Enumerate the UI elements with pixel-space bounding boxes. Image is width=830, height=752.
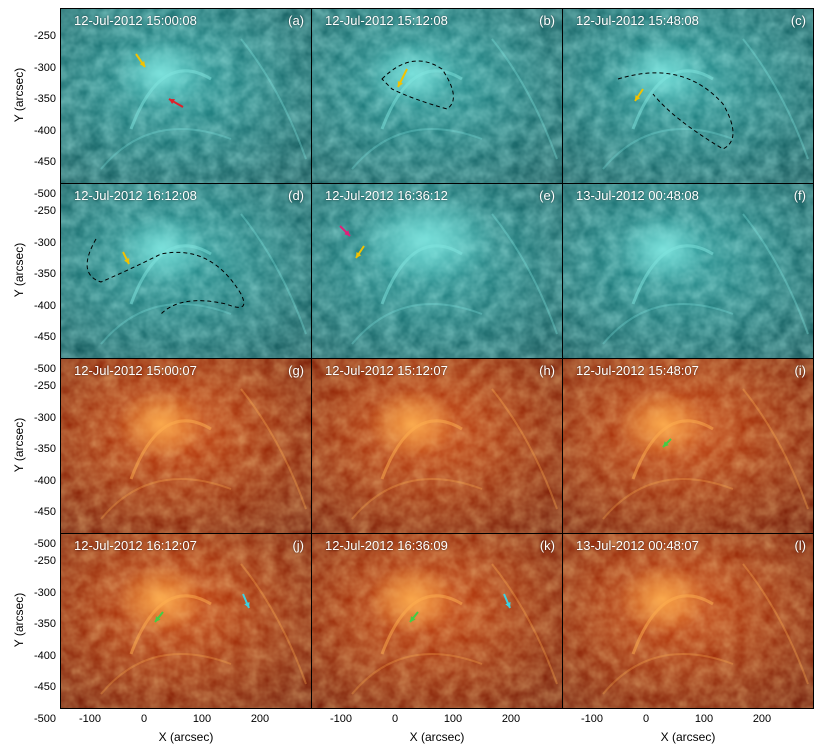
y-tick-label: -500 [33,187,56,200]
panel-g: 12-Jul-2012 15:00:07 (g) [60,358,312,534]
panel-image [61,534,311,708]
panel-timestamp: 12-Jul-2012 16:12:08 [74,188,197,203]
x-tick-label: 200 [250,713,270,725]
y-tick-label: -500 [33,362,56,375]
panel-e: 12-Jul-2012 16:36:12 (e) [311,183,563,359]
panel-label: (a) [288,13,304,28]
y-tick-label: -400 [33,474,56,487]
y-tick-label: -250 [33,380,56,392]
panel-timestamp: 12-Jul-2012 16:36:09 [325,538,448,553]
panel-timestamp: 12-Jul-2012 15:00:08 [74,13,197,28]
panel-image [563,184,813,358]
y-tick-label: -400 [33,649,56,662]
x-tick-label: -100 [78,713,102,725]
y-axis-label: Y (arcsec) [12,67,26,123]
panel-image [312,359,562,533]
y-tick-label: -250 [33,555,56,567]
y-tick-label: -350 [33,618,56,630]
y-tick-label: -300 [33,236,56,249]
panel-label: (e) [539,188,555,203]
panel-image [563,359,813,533]
panel-image [563,9,813,183]
panel-image [312,9,562,183]
x-tick-label: -100 [580,713,604,725]
y-tick-label: -250 [33,205,56,217]
y-tick-label: -450 [33,681,56,693]
y-tick-label: -300 [33,411,56,424]
x-tick-label: 0 [642,713,650,725]
panel-image [312,184,562,358]
panel-timestamp: 13-Jul-2012 00:48:08 [576,188,699,203]
y-tick-label: -300 [33,586,56,599]
panel-label: (g) [288,363,304,378]
x-tick-label: -100 [329,713,353,725]
x-axis-label: X (arcsec) [660,730,716,744]
y-tick-label: -300 [33,61,56,74]
panel-timestamp: 12-Jul-2012 15:12:07 [325,363,448,378]
panel-i: 12-Jul-2012 15:48:07 (i) [562,358,814,534]
y-tick-label: -450 [33,156,56,168]
panel-image [61,184,311,358]
panel-d: 12-Jul-2012 16:12:08 (d) [60,183,312,359]
panel-timestamp: 12-Jul-2012 15:48:08 [576,13,699,28]
y-axis-label: Y (arcsec) [12,242,26,298]
y-tick-label: -350 [33,268,56,280]
panel-a: 12-Jul-2012 15:00:08 (a) [60,8,312,184]
panel-j: 12-Jul-2012 16:12:07 (j) [60,533,312,709]
panel-image [312,534,562,708]
panel-b: 12-Jul-2012 15:12:08 (b) [311,8,563,184]
panel-label: (j) [292,538,304,553]
x-tick-label: 100 [694,713,714,725]
panel-timestamp: 13-Jul-2012 00:48:07 [576,538,699,553]
x-axis-label: X (arcsec) [158,730,214,744]
panel-label: (c) [790,13,806,28]
panel-label: (f) [793,188,806,203]
panel-image [61,9,311,183]
x-tick-label: 100 [443,713,463,725]
y-tick-label: -250 [33,30,56,42]
panel-h: 12-Jul-2012 15:12:07 (h) [311,358,563,534]
x-tick-label: 200 [501,713,521,725]
y-tick-label: -350 [33,93,56,105]
y-tick-label: -350 [33,443,56,455]
y-tick-label: -500 [33,712,56,725]
y-tick-label: -450 [33,331,56,343]
panel-label: (i) [794,363,806,378]
x-tick-label: 100 [192,713,212,725]
panel-l: 13-Jul-2012 00:48:07 (l) [562,533,814,709]
panel-label: (b) [539,13,555,28]
panel-timestamp: 12-Jul-2012 16:36:12 [325,188,448,203]
y-tick-label: -500 [33,537,56,550]
panel-label: (l) [794,538,806,553]
y-axis-label: Y (arcsec) [12,592,26,648]
x-tick-label: 200 [752,713,772,725]
panel-timestamp: 12-Jul-2012 15:48:07 [576,363,699,378]
panel-image [563,534,813,708]
panel-timestamp: 12-Jul-2012 16:12:07 [74,538,197,553]
y-tick-label: -400 [33,124,56,137]
panel-k: 12-Jul-2012 16:36:09 (k) [311,533,563,709]
y-axis-label: Y (arcsec) [12,417,26,473]
panel-timestamp: 12-Jul-2012 15:12:08 [325,13,448,28]
x-axis-label: X (arcsec) [409,730,465,744]
panel-timestamp: 12-Jul-2012 15:00:07 [74,363,197,378]
x-tick-label: 0 [391,713,399,725]
y-tick-label: -400 [33,299,56,312]
x-tick-label: 0 [140,713,148,725]
panel-f: 13-Jul-2012 00:48:08 (f) [562,183,814,359]
panel-label: (k) [539,538,555,553]
panel-label: (h) [539,363,555,378]
panel-c: 12-Jul-2012 15:48:08 (c) [562,8,814,184]
y-tick-label: -450 [33,506,56,518]
panel-image [61,359,311,533]
panel-label: (d) [288,188,304,203]
